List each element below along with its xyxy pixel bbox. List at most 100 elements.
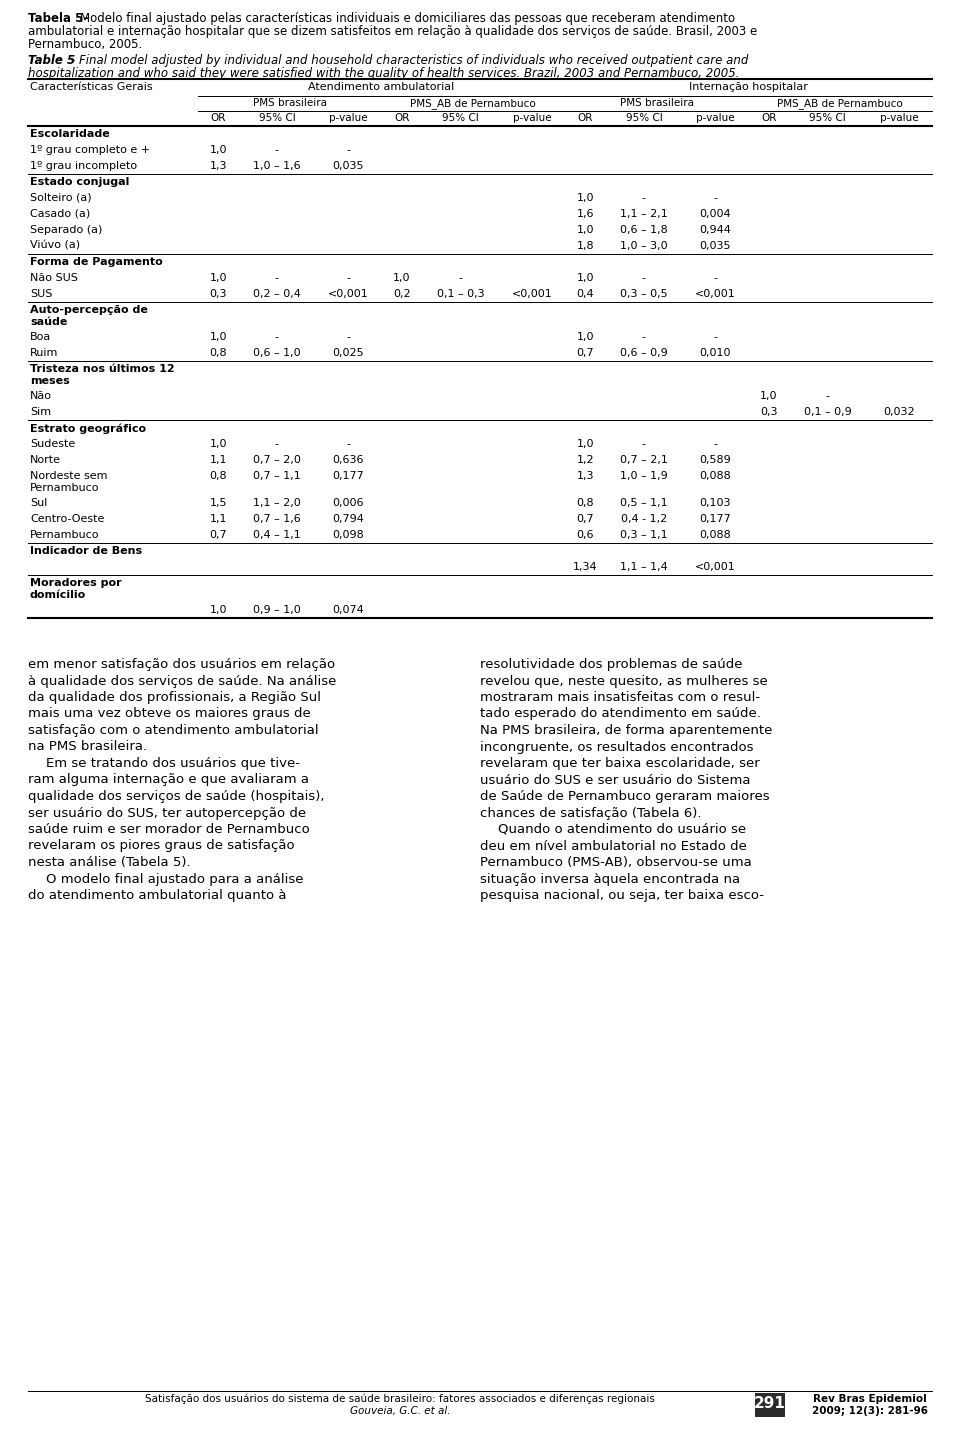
Text: 0,074: 0,074 <box>332 604 365 614</box>
Text: Características Gerais: Características Gerais <box>30 82 153 92</box>
Text: Forma de Pagamento: Forma de Pagamento <box>30 258 163 268</box>
Text: PMS brasileira: PMS brasileira <box>252 98 326 108</box>
Text: Moradores por: Moradores por <box>30 578 122 589</box>
Text: 0,7 – 1,6: 0,7 – 1,6 <box>253 514 300 524</box>
Text: 0,098: 0,098 <box>332 530 365 540</box>
Text: 0,004: 0,004 <box>700 209 732 219</box>
Text: Modelo final ajustado pelas características individuais e domiciliares das pesso: Modelo final ajustado pelas característi… <box>80 12 735 24</box>
Text: de Saúde de Pernambuco geraram maiores: de Saúde de Pernambuco geraram maiores <box>480 790 770 803</box>
Text: ser usuário do SUS, ter autopercepção de: ser usuário do SUS, ter autopercepção de <box>28 806 306 819</box>
Text: 1,0: 1,0 <box>209 332 227 342</box>
Text: 0,6: 0,6 <box>576 530 594 540</box>
Text: Sudeste: Sudeste <box>30 439 75 449</box>
Text: Ruim: Ruim <box>30 348 59 358</box>
Text: qualidade dos serviços de saúde (hospitais),: qualidade dos serviços de saúde (hospita… <box>28 790 324 803</box>
Text: PMS_AB de Pernambuco: PMS_AB de Pernambuco <box>778 98 903 109</box>
Text: do atendimento ambulatorial quanto à: do atendimento ambulatorial quanto à <box>28 889 286 902</box>
Text: Não: Não <box>30 391 52 401</box>
Text: 95% CI: 95% CI <box>809 114 846 122</box>
Text: Quando o atendimento do usuário se: Quando o atendimento do usuário se <box>498 823 746 836</box>
Text: -: - <box>713 439 717 449</box>
Text: 0,2 – 0,4: 0,2 – 0,4 <box>253 289 300 299</box>
Text: 0,1 – 0,3: 0,1 – 0,3 <box>437 289 484 299</box>
Text: -: - <box>459 273 463 283</box>
Text: 0,6 – 1,8: 0,6 – 1,8 <box>620 224 668 235</box>
Text: 0,7 – 1,1: 0,7 – 1,1 <box>253 471 300 481</box>
Text: satisfação com o atendimento ambulatorial: satisfação com o atendimento ambulatoria… <box>28 724 319 737</box>
Text: 95% CI: 95% CI <box>442 114 479 122</box>
Text: Solteiro (a): Solteiro (a) <box>30 193 91 203</box>
Text: tado esperado do atendimento em saúde.: tado esperado do atendimento em saúde. <box>480 708 761 721</box>
Text: -: - <box>347 439 350 449</box>
Text: -: - <box>275 332 279 342</box>
Text: 1,3: 1,3 <box>576 471 594 481</box>
Text: 0,4: 0,4 <box>576 289 594 299</box>
Text: 0,4 - 1,2: 0,4 - 1,2 <box>621 514 667 524</box>
Text: OR: OR <box>394 114 409 122</box>
Text: -: - <box>713 332 717 342</box>
Text: <0,001: <0,001 <box>512 289 552 299</box>
Text: 0,7: 0,7 <box>576 514 594 524</box>
Text: -: - <box>642 273 646 283</box>
Text: da qualidade dos profissionais, a Região Sul: da qualidade dos profissionais, a Região… <box>28 691 321 704</box>
Text: situação inversa àquela encontrada na: situação inversa àquela encontrada na <box>480 872 740 885</box>
Text: Escolaridade: Escolaridade <box>30 130 109 140</box>
Text: Indicador de Bens: Indicador de Bens <box>30 545 142 555</box>
Text: <0,001: <0,001 <box>695 289 736 299</box>
Text: Boa: Boa <box>30 332 51 342</box>
Text: p-value: p-value <box>513 114 551 122</box>
Text: hospitalization and who said they were satisfied with the quality of health serv: hospitalization and who said they were s… <box>28 68 739 81</box>
Text: -: - <box>713 273 717 283</box>
Text: 1,0: 1,0 <box>576 193 594 203</box>
Text: saúde ruim e ser morador de Pernambuco: saúde ruim e ser morador de Pernambuco <box>28 823 310 836</box>
Text: Pernambuco (PMS-AB), observou-se uma: Pernambuco (PMS-AB), observou-se uma <box>480 856 752 869</box>
Text: Rev Bras Epidemiol: Rev Bras Epidemiol <box>813 1394 926 1404</box>
Text: 1,5: 1,5 <box>209 498 227 508</box>
Text: 1,0: 1,0 <box>209 604 227 614</box>
Text: nesta análise (Tabela 5).: nesta análise (Tabela 5). <box>28 856 191 869</box>
Text: PMS_AB de Pernambuco: PMS_AB de Pernambuco <box>410 98 536 109</box>
Text: 0,006: 0,006 <box>333 498 364 508</box>
Text: mostraram mais insatisfeitas com o resul-: mostraram mais insatisfeitas com o resul… <box>480 691 760 704</box>
Text: -: - <box>347 273 350 283</box>
Text: 0,6 – 0,9: 0,6 – 0,9 <box>620 348 668 358</box>
Text: usuário do SUS e ser usuário do Sistema: usuário do SUS e ser usuário do Sistema <box>480 774 751 787</box>
Text: 1,0: 1,0 <box>576 224 594 235</box>
Text: Auto-percepção de: Auto-percepção de <box>30 305 148 315</box>
Text: 1º grau incompleto: 1º grau incompleto <box>30 161 137 171</box>
Text: Tabela 5–: Tabela 5– <box>28 12 89 24</box>
Text: 0,035: 0,035 <box>700 240 732 250</box>
Text: à qualidade dos serviços de saúde. Na análise: à qualidade dos serviços de saúde. Na an… <box>28 675 336 688</box>
Text: -: - <box>642 439 646 449</box>
Text: -: - <box>275 439 279 449</box>
Text: 1,0: 1,0 <box>209 439 227 449</box>
Text: Na PMS brasileira, de forma aparentemente: Na PMS brasileira, de forma aparentement… <box>480 724 773 737</box>
Text: -: - <box>713 193 717 203</box>
Text: 0,7: 0,7 <box>209 530 227 540</box>
Text: 0,035: 0,035 <box>333 161 364 171</box>
Text: em menor satisfação dos usuários em relação: em menor satisfação dos usuários em rela… <box>28 658 335 671</box>
Text: <0,001: <0,001 <box>328 289 369 299</box>
Text: 0,3 – 1,1: 0,3 – 1,1 <box>620 530 668 540</box>
Text: Em se tratando dos usuários que tive-: Em se tratando dos usuários que tive- <box>46 757 300 770</box>
Text: 1,1: 1,1 <box>209 455 227 465</box>
Text: Casado (a): Casado (a) <box>30 209 90 219</box>
Text: Internação hospitalar: Internação hospitalar <box>689 82 808 92</box>
Text: 0,8: 0,8 <box>209 348 227 358</box>
Text: 0,589: 0,589 <box>700 455 732 465</box>
Text: Gouveia, G.C. et al.: Gouveia, G.C. et al. <box>349 1406 450 1416</box>
Text: -: - <box>275 145 279 155</box>
Text: -: - <box>826 391 829 401</box>
Text: 0,6 – 1,0: 0,6 – 1,0 <box>253 348 300 358</box>
Text: Table 5: Table 5 <box>28 55 75 68</box>
Text: 0,177: 0,177 <box>332 471 365 481</box>
Text: 0,7: 0,7 <box>576 348 594 358</box>
Text: Pernambuco: Pernambuco <box>30 484 100 494</box>
Text: p-value: p-value <box>696 114 734 122</box>
Text: -: - <box>275 273 279 283</box>
Text: 0,944: 0,944 <box>700 224 732 235</box>
Text: 1,3: 1,3 <box>209 161 227 171</box>
Text: 0,7 – 2,0: 0,7 – 2,0 <box>253 455 300 465</box>
Text: -: - <box>347 332 350 342</box>
Text: 1,1 – 2,0: 1,1 – 2,0 <box>253 498 300 508</box>
